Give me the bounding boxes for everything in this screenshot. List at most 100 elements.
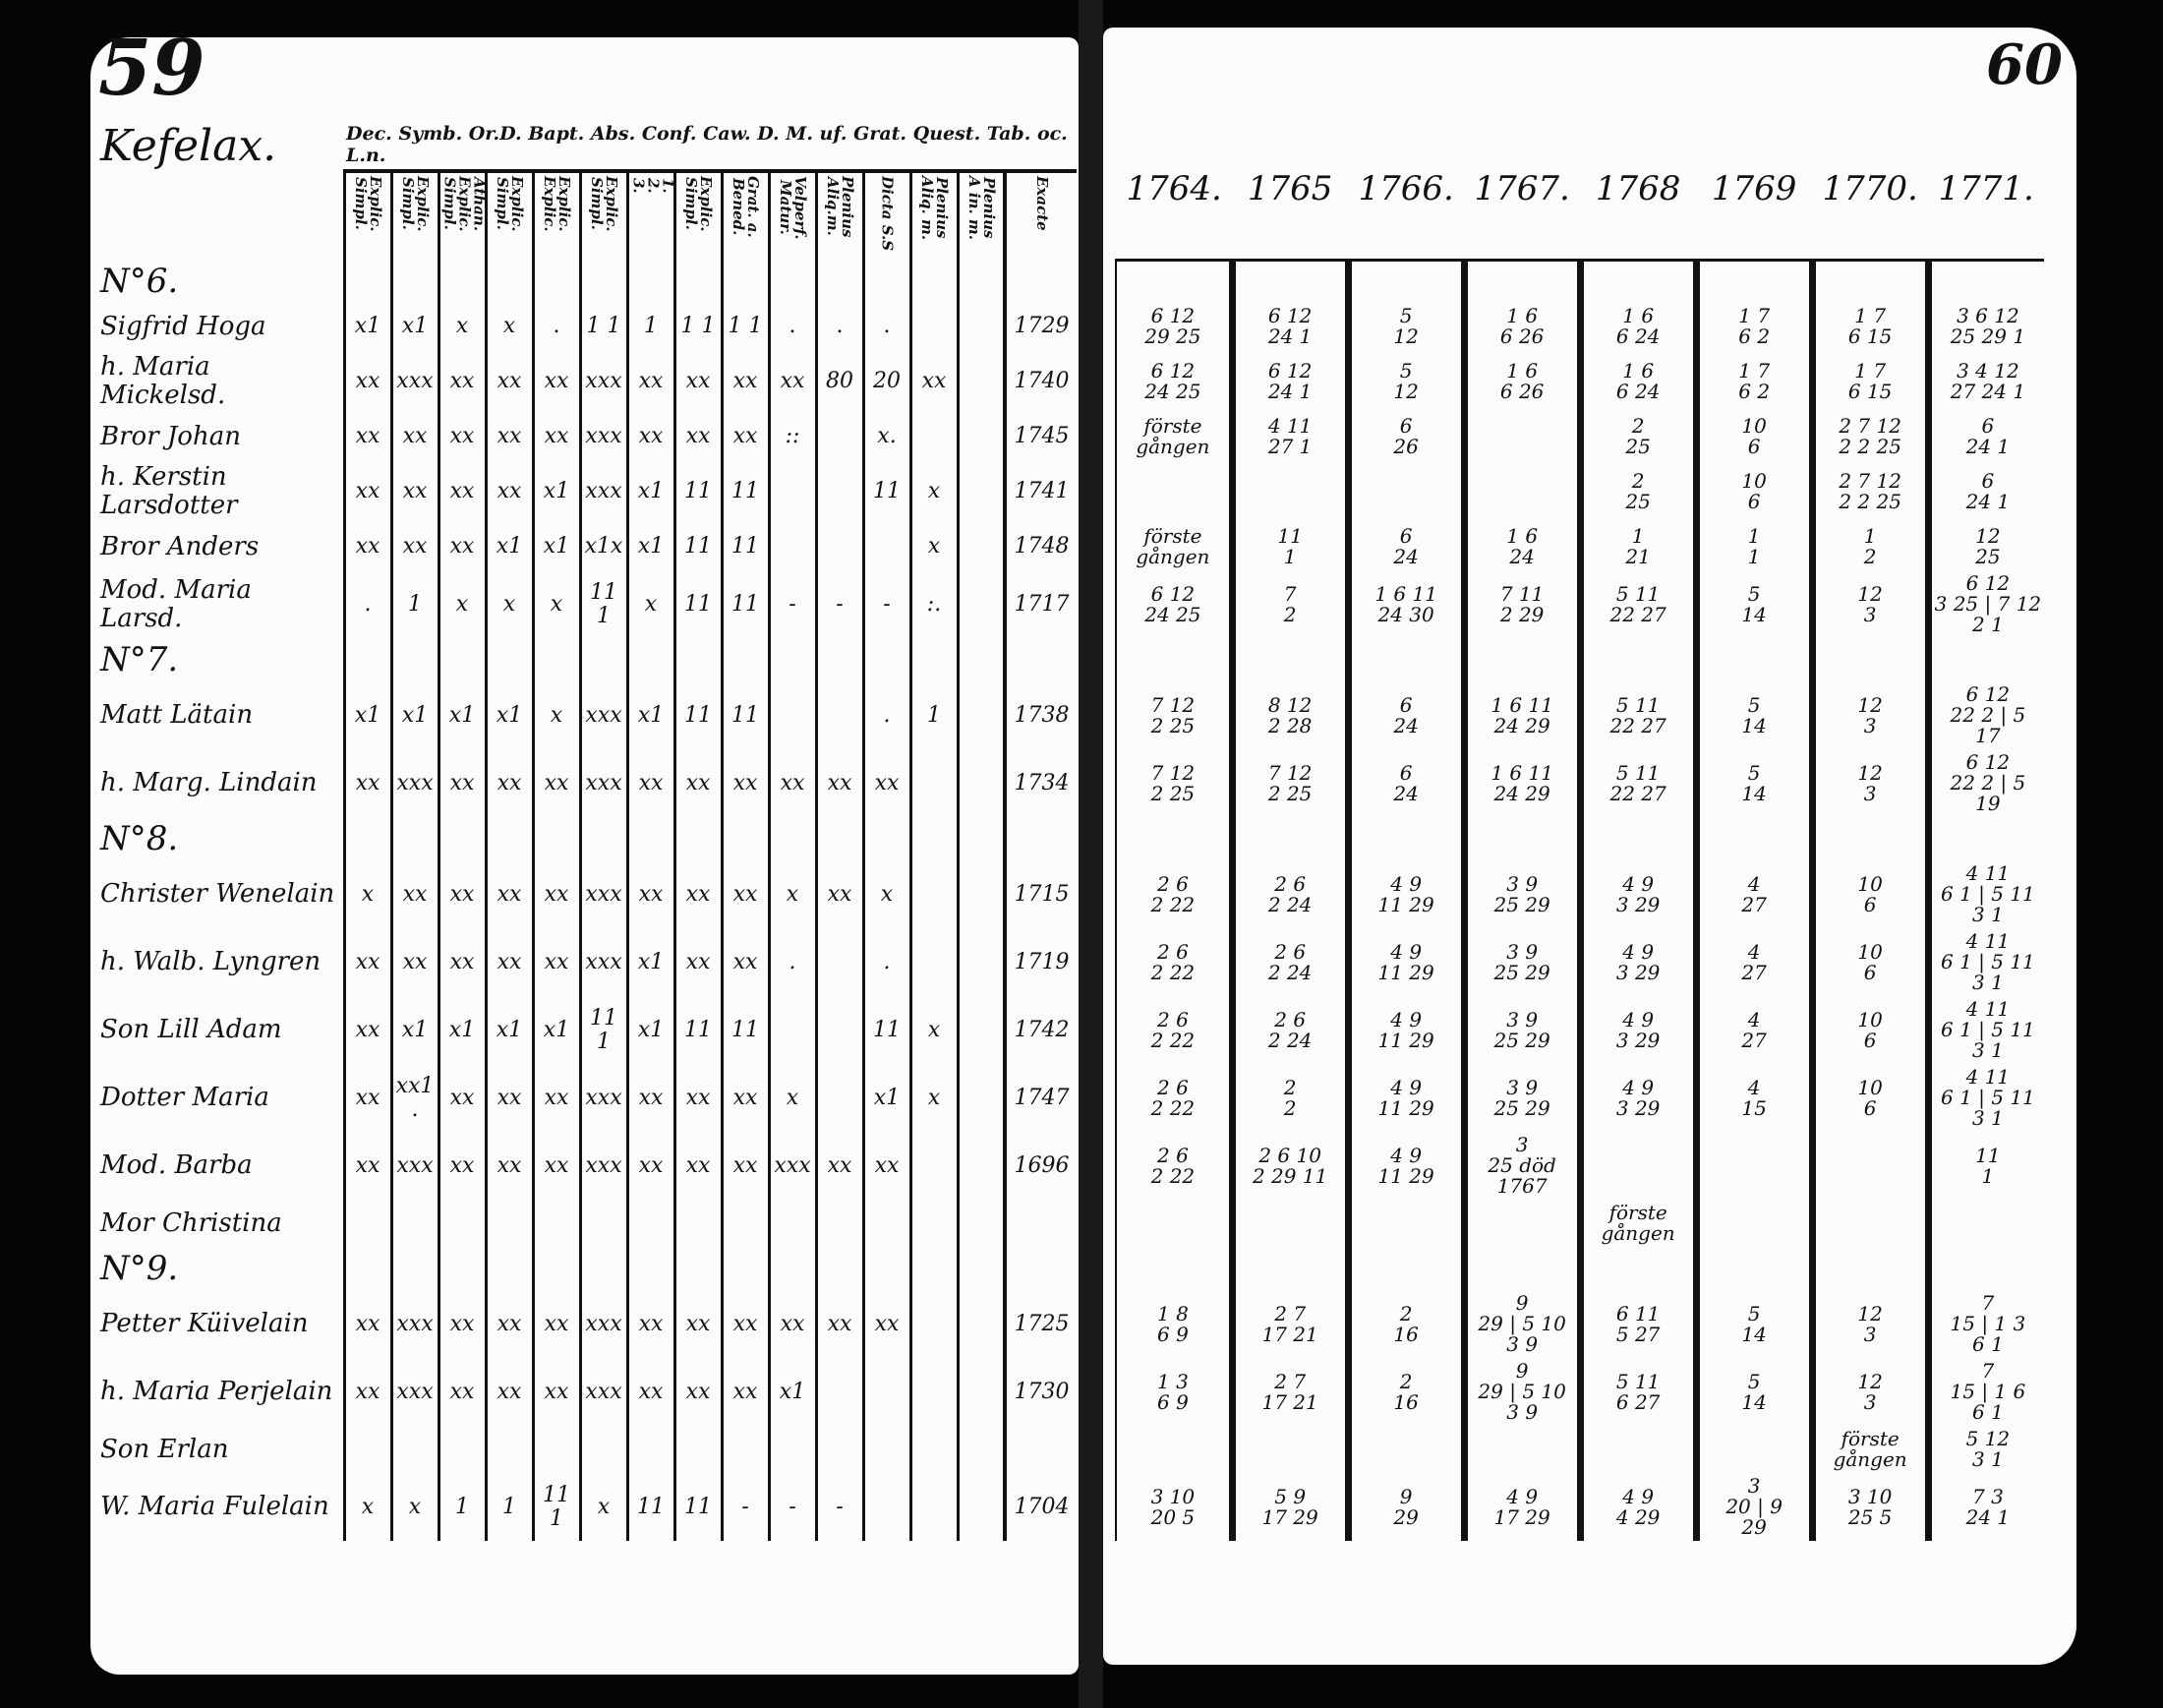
subcolumn-header: Explic. Simpl.	[588, 176, 620, 232]
examination-mark: -	[720, 1473, 769, 1542]
empty-cell	[908, 638, 958, 682]
examination-mark: 11	[672, 523, 722, 571]
examination-mark	[814, 1064, 863, 1133]
person-name: Son Lill Adam	[100, 1015, 282, 1045]
examination-mark: x	[861, 860, 910, 929]
gutter-cell	[1077, 1358, 1116, 1426]
empty-cell	[767, 817, 816, 861]
examination-date: 6 12 24 1	[1228, 303, 1349, 351]
person-row: Matt Lätain x1 x1 x1 x1 x xxx x1 11 11. 1 1738 7 12 …	[98, 681, 2045, 750]
examination-date	[1460, 1426, 1581, 1474]
examination-mark: xx1.	[389, 1064, 438, 1133]
empty-cell	[1228, 1247, 1349, 1291]
examination-mark: 1	[389, 570, 438, 639]
person-name: Mor Christina	[100, 1207, 282, 1238]
examination-date: 2 6 2 22	[1115, 996, 1233, 1065]
gutter-cell	[1077, 1247, 1116, 1290]
examination-mark	[531, 1200, 580, 1248]
subcolumn-header: Grat. a. Bened.	[730, 176, 762, 238]
empty-cell	[1576, 638, 1697, 682]
birth-year: 1740	[1002, 350, 1078, 414]
person-row: h. Maria Mickelsd. xx xxx xx xx xx xxx xx xx xx xx…	[98, 350, 2045, 414]
examination-date: 3 20 | 9 29	[1692, 1473, 1813, 1542]
examination-date: 1 1	[1692, 523, 1813, 571]
examination-date	[1924, 1200, 2045, 1248]
examination-mark	[908, 303, 958, 351]
examination-mark: xx	[437, 1290, 486, 1359]
examination-date: 6 24	[1344, 749, 1465, 818]
examination-mark: x	[908, 996, 958, 1065]
examination-mark	[956, 1290, 1005, 1359]
examination-date: 4 11 27 1	[1228, 413, 1349, 461]
examination-mark: xx	[342, 749, 391, 818]
examination-mark	[672, 1426, 722, 1474]
subcolumn-cell: Exacte	[1002, 171, 1078, 261]
examination-mark: x	[484, 570, 533, 639]
examination-mark	[956, 1473, 1005, 1542]
examination-mark: xx	[672, 1064, 722, 1133]
examination-mark: xx	[767, 749, 816, 818]
examination-date: 6 12 24 1	[1228, 350, 1349, 414]
gutter-cell	[1077, 120, 1116, 260]
examination-mark: xxx	[578, 460, 627, 524]
empty-cell	[625, 817, 674, 861]
person-row: Dotter Maria xx xx1. xx xx xx xxx xx xx xx x x1 x 174…	[98, 1064, 2045, 1133]
examination-mark: xx	[531, 860, 580, 929]
empty-cell	[484, 1247, 533, 1291]
examination-mark	[767, 1200, 816, 1248]
examination-mark: ::	[767, 413, 816, 461]
examination-mark	[956, 460, 1005, 524]
examination-mark: xx	[720, 1064, 769, 1133]
examination-mark	[956, 996, 1005, 1065]
gutter-cell	[1077, 1132, 1116, 1200]
examination-mark: xxx	[767, 1132, 816, 1201]
subcolumn-header: Athan. Explic. Simpl.	[440, 176, 489, 232]
empty-cell	[1808, 260, 1929, 304]
year-header: 1770.	[1812, 120, 1929, 262]
empty-cell	[531, 1247, 580, 1291]
examination-mark	[578, 1426, 627, 1474]
examination-mark: xx	[625, 860, 674, 929]
empty-cell	[1576, 817, 1697, 861]
examination-date	[1115, 460, 1233, 524]
subcolumn-cell: Explic. Simpl.	[578, 171, 627, 261]
examination-mark	[908, 928, 958, 997]
examination-mark	[578, 1200, 627, 1248]
examination-mark	[861, 1473, 910, 1542]
examination-mark: xx	[814, 860, 863, 929]
examination-date: 4 27	[1692, 860, 1813, 929]
person-name: W. Maria Fulelain	[100, 1492, 329, 1522]
gutter-cell	[1077, 1473, 1116, 1541]
subcolumn-cell: 1. 2. 3.	[625, 171, 677, 261]
examination-date	[1692, 1426, 1813, 1474]
examination-date: 4 9 4 29	[1576, 1473, 1697, 1542]
examination-mark: xx	[814, 749, 863, 818]
empty-cell	[767, 260, 816, 304]
examination-mark: xx	[437, 749, 486, 818]
examination-date: 4 9 17 29	[1460, 1473, 1581, 1542]
examination-mark: xx	[814, 1132, 863, 1201]
examination-mark: -	[767, 1473, 816, 1542]
examination-mark: xx	[720, 413, 769, 461]
examination-mark	[814, 681, 863, 750]
person-row: Son Erlan förste gången 5 12 3 1	[98, 1426, 2045, 1474]
year-header: 1771.	[1928, 120, 2045, 262]
empty-cell	[531, 817, 580, 861]
empty-cell	[484, 260, 533, 304]
examination-date: 7 12 2 25	[1115, 749, 1233, 818]
gutter-cell	[1077, 350, 1116, 413]
examination-mark	[956, 1132, 1005, 1201]
examination-mark: xx	[389, 413, 438, 461]
examination-mark: -	[814, 1473, 863, 1542]
examination-date: 4 9 11 29	[1344, 860, 1465, 929]
examination-date: 9 29 | 5 10 3 9	[1460, 1290, 1581, 1359]
examination-mark: xx	[342, 996, 391, 1065]
examination-date: 6 24	[1344, 523, 1465, 571]
birth-year: 1730	[1002, 1358, 1078, 1427]
examination-date: 2 6 2 24	[1228, 860, 1349, 929]
examination-mark	[814, 928, 863, 997]
birth-year: 1734	[1002, 749, 1078, 818]
subcolumn-cell: Explic. Simpl.	[672, 171, 722, 261]
household-row: N°6.	[98, 260, 2045, 304]
examination-mark: 11	[861, 996, 910, 1065]
